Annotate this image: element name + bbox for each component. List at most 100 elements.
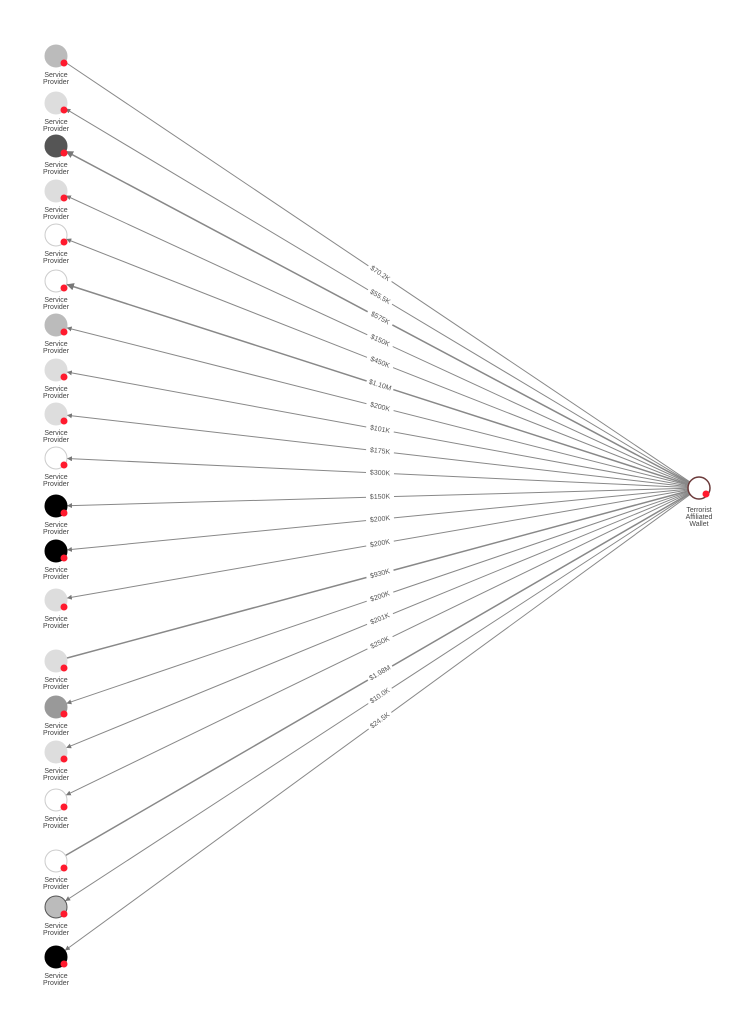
alert-badge-icon	[60, 461, 68, 469]
node-label: Service	[44, 430, 67, 437]
alert-badge-icon	[60, 194, 68, 202]
node-label: Provider	[43, 481, 70, 488]
edge-amount-label: $450K	[369, 356, 391, 370]
node-label: Provider	[43, 574, 70, 581]
node-label: Provider	[43, 823, 70, 830]
edge-amount-label: $150K	[370, 493, 391, 501]
node-label: Provider	[43, 393, 70, 400]
edge-amount-label: $175K	[370, 447, 391, 456]
alert-badge-icon	[60, 803, 68, 811]
node-label: Provider	[43, 980, 70, 987]
edge-amount-label: $10.0K	[369, 687, 392, 705]
target-label-2: Affiliated	[686, 514, 713, 521]
edge-amount-label: $55.5K	[369, 289, 392, 307]
target-label-1: Terrorist	[686, 507, 711, 514]
edge-amount-label: $70.2K	[369, 265, 392, 283]
node-label: Service	[44, 816, 67, 823]
node-label: Service	[44, 768, 67, 775]
edge-amount-label: $200K	[370, 515, 391, 524]
node-label: Service	[44, 119, 67, 126]
alert-badge-icon	[60, 864, 68, 872]
alert-badge-icon	[702, 490, 710, 498]
node-label: Provider	[43, 437, 70, 444]
node-label: Service	[44, 162, 67, 169]
alert-badge-icon	[60, 417, 68, 425]
node-label: Provider	[43, 304, 70, 311]
alert-badge-icon	[60, 664, 68, 672]
node-label: Service	[44, 677, 67, 684]
edge-amount-label: $200K	[369, 402, 391, 414]
node-label: Service	[44, 973, 67, 980]
edge-amount-label: $200K	[369, 590, 391, 603]
node-label: Service	[44, 341, 67, 348]
node-label: Provider	[43, 79, 70, 86]
node-label: Service	[44, 297, 67, 304]
node-label: Provider	[43, 775, 70, 782]
edge-amount-label: $201K	[369, 612, 391, 626]
alert-badge-icon	[60, 554, 68, 562]
alert-badge-icon	[60, 59, 68, 67]
alert-badge-icon	[60, 755, 68, 763]
edge-amount-label: $24.5K	[369, 711, 391, 730]
edge-amount-label: $300K	[370, 469, 391, 477]
node-label: Service	[44, 251, 67, 258]
alert-badge-icon	[60, 960, 68, 968]
alert-badge-icon	[60, 284, 68, 292]
alert-badge-icon	[60, 509, 68, 517]
node-label: Service	[44, 474, 67, 481]
edge-amount-label: $101K	[369, 425, 390, 436]
node-label: Provider	[43, 684, 70, 691]
node-label: Provider	[43, 529, 70, 536]
edge-amount-label: $250K	[370, 635, 392, 650]
node-label: Provider	[43, 348, 70, 355]
alert-badge-icon	[60, 106, 68, 114]
node-label: Provider	[43, 169, 70, 176]
alert-badge-icon	[60, 603, 68, 611]
node-label: Provider	[43, 214, 70, 221]
alert-badge-icon	[60, 238, 68, 246]
target-node[interactable]: Terrorist Affiliated Wallet	[686, 476, 713, 528]
node-label: Service	[44, 207, 67, 214]
alert-badge-icon	[60, 910, 68, 918]
edge-amount-label: $150K	[369, 334, 391, 349]
alert-badge-icon	[60, 328, 68, 336]
edge-amount-label: $930K	[369, 568, 391, 580]
node-label: Provider	[43, 258, 70, 265]
node-label: Service	[44, 616, 67, 623]
node-label: Provider	[43, 884, 70, 891]
node-label: Service	[44, 923, 67, 930]
node-label: Service	[44, 877, 67, 884]
alert-badge-icon	[60, 710, 68, 718]
alert-badge-icon	[60, 373, 68, 381]
edge-amount-label: $200K	[369, 539, 390, 549]
target-label-3: Wallet	[689, 521, 708, 528]
node-label: Service	[44, 72, 67, 79]
node-label: Provider	[43, 930, 70, 937]
node-label: Service	[44, 723, 67, 730]
node-label: Provider	[43, 126, 70, 133]
edge-amount-label: $1.10M	[368, 379, 393, 393]
alert-badge-icon	[60, 149, 68, 157]
node-label: Service	[44, 522, 67, 529]
